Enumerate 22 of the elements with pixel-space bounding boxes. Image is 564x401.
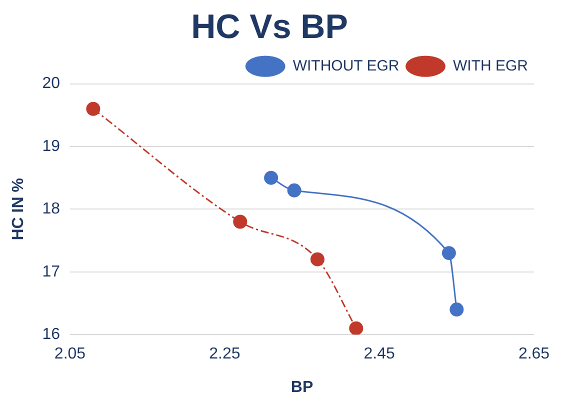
- point: [442, 246, 456, 260]
- point: [287, 183, 302, 198]
- y-tick-label: 16: [42, 326, 60, 344]
- point: [349, 321, 364, 335]
- point: [233, 214, 248, 229]
- y-tick-label: 19: [42, 138, 60, 155]
- legend-label: WITHOUT EGR: [292, 57, 400, 74]
- x-tick-label: 2.25: [209, 346, 240, 363]
- y-tick-label: 17: [42, 263, 60, 280]
- y-tick-label: 18: [42, 200, 60, 218]
- x-tick-label: 2.45: [364, 346, 396, 363]
- point: [310, 252, 324, 266]
- point: [86, 102, 100, 116]
- y-tick-label: 20: [42, 75, 60, 92]
- chart-title: HC Vs BP: [191, 8, 348, 46]
- x-axis-title: BP: [290, 378, 314, 396]
- y-axis-title: HC IN %: [10, 178, 28, 240]
- x-tick-label: 2.05: [54, 346, 86, 363]
- point: [450, 302, 464, 317]
- x-tick-label: 2.65: [518, 346, 550, 363]
- point: [264, 170, 278, 185]
- legend-label: WITH EGR: [453, 57, 528, 74]
